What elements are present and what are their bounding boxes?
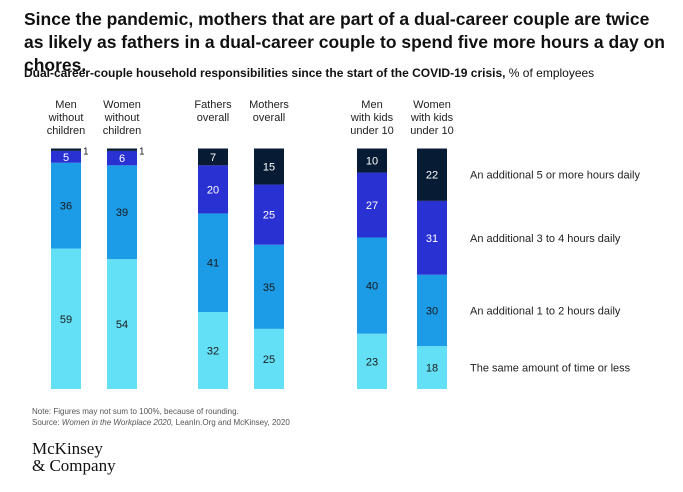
category-label-line: children <box>103 125 142 137</box>
bar-segment <box>51 248 81 389</box>
bar-value-label: 59 <box>60 314 72 326</box>
bar-value-label: 7 <box>210 152 216 164</box>
category-label: Mothers overall <box>249 99 289 124</box>
category-label-line: Men <box>55 99 76 111</box>
bar-value-label: 35 <box>263 282 275 294</box>
bar-segment <box>357 333 387 389</box>
category-label-line: Mothers <box>249 99 289 111</box>
chart-headline: Since the pandemic, mothers that are par… <box>24 9 665 75</box>
bar-segment <box>417 148 447 201</box>
bar-segment <box>107 259 137 389</box>
bar-value-label: 39 <box>116 207 128 219</box>
bar-value-label: 32 <box>207 346 219 358</box>
category-label-line: Women <box>103 99 141 111</box>
bar-value-label: 18 <box>426 363 438 375</box>
bar-segment <box>107 165 137 260</box>
category-label-line: with kids <box>350 112 394 124</box>
bar-segment <box>357 172 387 238</box>
bar-value-label: 22 <box>426 170 438 182</box>
category-label-line: under 10 <box>410 125 453 137</box>
bar-segment <box>198 213 228 313</box>
category-label: Women without children <box>103 99 142 137</box>
logo-line-1: McKinsey <box>32 439 103 458</box>
category-label-line: with kids <box>410 112 454 124</box>
bar-value-label: 41 <box>207 258 219 270</box>
subtitle-bold: Dual-career-couple household responsibil… <box>24 66 506 80</box>
category-label: Fathers overall <box>194 99 232 124</box>
category-label-line: children <box>47 125 86 137</box>
source-prefix: Source: <box>32 418 62 427</box>
bar-segment <box>198 312 228 389</box>
bar-value-label: 20 <box>207 184 219 196</box>
bar-segment <box>107 148 137 151</box>
category-label-line: Women <box>413 99 451 111</box>
legend-label: An additional 3 to 4 hours daily <box>470 233 621 245</box>
category-label-line: overall <box>197 112 229 124</box>
bar-value-label: 31 <box>426 233 438 245</box>
bar-segment <box>417 346 447 389</box>
bar-value-label: 10 <box>366 156 378 168</box>
chart-footnote: Note: Figures may not sum to 100%, becau… <box>32 406 290 428</box>
bar-segment <box>417 200 447 275</box>
bar-value-label: 25 <box>263 210 275 222</box>
note-text: Note: Figures may not sum to 100%, becau… <box>32 407 239 416</box>
bar-segment <box>198 165 228 214</box>
bar-value-label: 1 <box>139 147 145 158</box>
bar-segment <box>254 184 284 245</box>
bar-value-label: 36 <box>60 201 72 213</box>
category-label-line: under 10 <box>350 125 393 137</box>
bar-segment <box>51 162 81 249</box>
category-label: Men with kids under 10 <box>350 99 394 137</box>
source-title: Women in the Workplace 2020, <box>61 418 174 427</box>
bar-value-label: 27 <box>366 200 378 212</box>
category-label: Men without children <box>47 99 86 137</box>
bar-value-label: 1 <box>83 147 89 158</box>
legend-label: The same amount of time or less <box>470 363 631 375</box>
source-text: Source: Women in the Workplace 2020, Lea… <box>32 417 290 428</box>
category-label-line: Men <box>361 99 382 111</box>
subtitle-unit: % of employees <box>505 66 595 80</box>
bar-segment <box>357 237 387 334</box>
bar-value-label: 15 <box>263 162 275 174</box>
bar-value-label: 25 <box>263 354 275 366</box>
bar-segment <box>254 148 284 185</box>
bar-segment <box>254 244 284 329</box>
logo-line-2: & Company <box>32 456 116 475</box>
bar-value-label: 5 <box>63 152 69 164</box>
bar-value-label: 23 <box>366 356 378 368</box>
chart-subtitle: Dual-career-couple household responsibil… <box>24 66 674 80</box>
bar-segment <box>198 148 228 166</box>
bar-segment <box>254 328 284 389</box>
bar-segment <box>51 148 81 151</box>
bar-segment <box>417 274 447 347</box>
mckinsey-logo: McKinsey & Company <box>32 440 116 474</box>
bar-value-label: 6 <box>119 153 125 165</box>
category-label-line: overall <box>253 112 285 124</box>
bar-value-label: 40 <box>366 281 378 293</box>
bar-segment <box>51 150 81 163</box>
category-label-line: without <box>104 112 140 124</box>
category-label: Women with kids under 10 <box>410 99 454 137</box>
legend-label: An additional 5 or more hours daily <box>470 170 640 182</box>
source-rest: LeanIn.Org and McKinsey, 2020 <box>173 418 290 427</box>
category-label-line: Fathers <box>194 99 232 111</box>
legend-label: An additional 1 to 2 hours daily <box>470 305 621 317</box>
bar-segment <box>107 150 137 166</box>
category-label-line: without <box>48 112 84 124</box>
bar-segment <box>357 148 387 173</box>
bar-value-label: 30 <box>426 305 438 317</box>
bar-value-label: 54 <box>116 319 128 331</box>
